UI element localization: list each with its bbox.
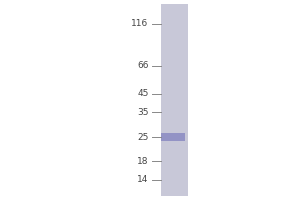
Text: 14: 14 [137,175,148,184]
Text: 25: 25 [137,133,148,142]
Text: 18: 18 [137,157,148,166]
Text: 116: 116 [131,19,148,28]
Text: 45: 45 [137,89,148,98]
Text: 66: 66 [137,61,148,70]
Bar [160,4,188,196]
Bar [161,133,185,141]
Text: 35: 35 [137,108,148,117]
